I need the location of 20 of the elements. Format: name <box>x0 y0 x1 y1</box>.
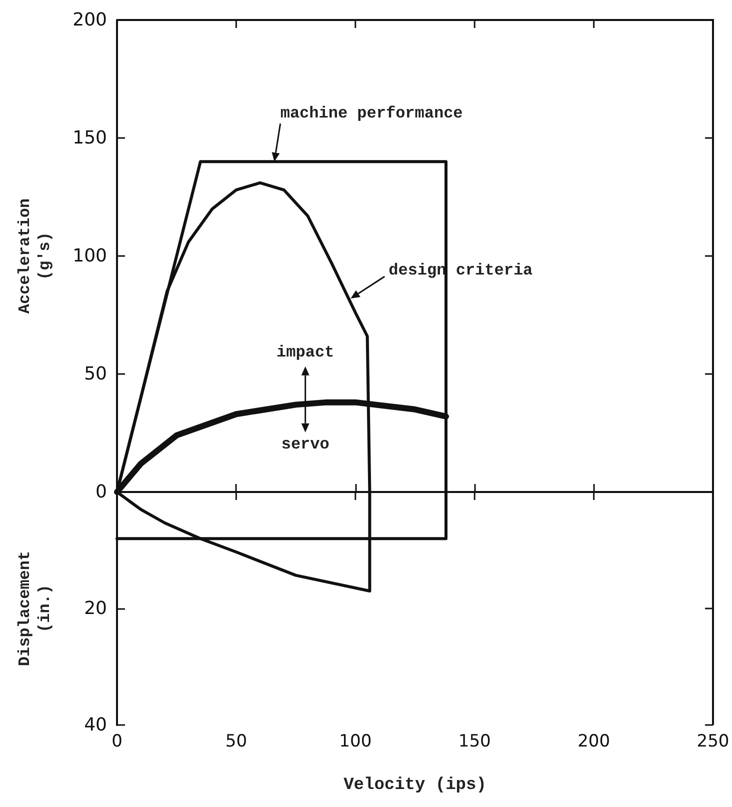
y-tick-label: 200 <box>72 10 107 30</box>
annotation: design criteria <box>388 261 534 280</box>
y-axis-title: Displacement (in.) <box>16 550 54 666</box>
x-tick-label: 200 <box>578 732 610 752</box>
x-axis-title: Velocity (ips) <box>344 776 486 795</box>
annotation: servo <box>281 435 330 454</box>
annotation: machine performance <box>280 104 463 123</box>
y-tick-label: 50 <box>84 364 107 384</box>
x-tick-label: 100 <box>339 732 372 752</box>
y-tick-label: 150 <box>72 128 107 148</box>
x-tick-label: 0 <box>112 732 122 752</box>
x-tick-label: 250 <box>696 732 730 752</box>
x-tick-label: 50 <box>225 732 248 752</box>
y-tick-label: 100 <box>72 246 107 266</box>
x-tick-label: 150 <box>458 732 491 752</box>
y-tick-label: 20 <box>84 598 107 619</box>
y-tick-label: 0 <box>96 482 107 502</box>
y-axis-title: Acceleration (g's) <box>16 198 54 314</box>
annotation: impact <box>276 343 334 362</box>
y-tick-label: 40 <box>84 714 107 736</box>
